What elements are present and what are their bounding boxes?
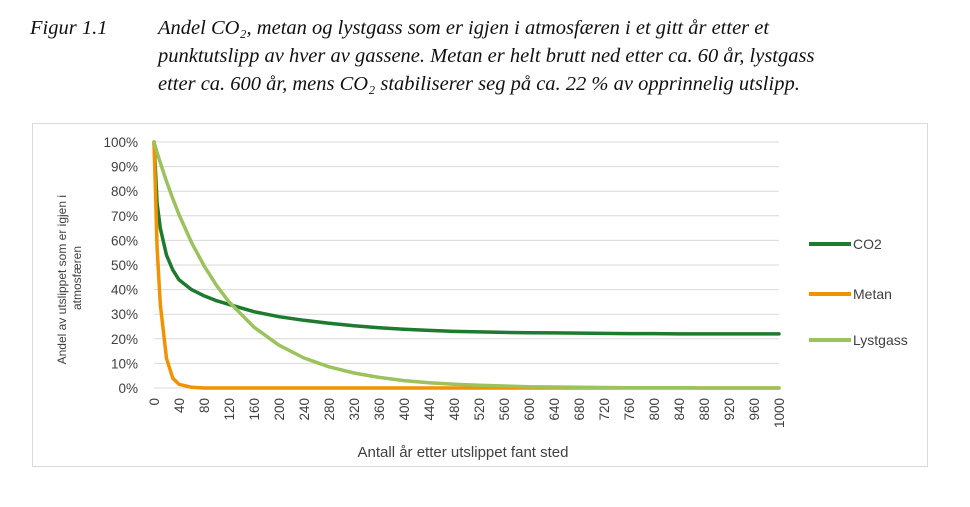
y-tick-label: 20%	[111, 332, 138, 347]
x-axis-ticks: 0 40 80 120 160 200 240 280 320 360 400 440 480 520 56…	[147, 398, 787, 428]
x-tick-label: 720	[597, 398, 612, 421]
legend-label: Metan	[853, 286, 892, 302]
caption-line-3: etter ca. 600 år, mens CO₂ stabiliserer …	[158, 73, 800, 95]
x-tick-label: 200	[272, 398, 287, 421]
y-tick-label: 10%	[111, 356, 138, 371]
x-tick-label: 760	[622, 398, 637, 421]
line-chart: 0% 10% 20% 30% 40% 50% 60% 70% 80% 90% 100% 0 40 80 1…	[55, 135, 908, 461]
y-tick-label: 90%	[111, 160, 138, 175]
x-tick-label: 840	[672, 398, 687, 421]
x-tick-label: 400	[397, 398, 412, 421]
legend-item-lystgass: Lystgass	[809, 332, 908, 348]
chart-frame: 0% 10% 20% 30% 40% 50% 60% 70% 80% 90% 100% 0 40 80 1…	[32, 123, 928, 467]
caption-line-2: punktutslipp av hver av gassene. Metan e…	[158, 45, 815, 67]
y-axis-ticks: 0% 10% 20% 30% 40% 50% 60% 70% 80% 90% 100%	[103, 135, 138, 396]
y-tick-label: 0%	[118, 381, 138, 396]
x-tick-label: 880	[697, 398, 712, 421]
x-tick-label: 640	[547, 398, 562, 421]
x-tick-label: 520	[472, 398, 487, 421]
series-lines	[152, 140, 781, 390]
x-tick-label: 480	[447, 398, 462, 421]
legend-label: Lystgass	[853, 332, 908, 348]
series-line-lystgass	[152, 140, 781, 390]
gridlines	[154, 141, 779, 389]
legend: CO2 Metan Lystgass	[809, 236, 908, 348]
x-tick-label: 120	[222, 398, 237, 421]
x-tick-label: 800	[647, 398, 662, 421]
y-axis-label-line-2: atmosfæren	[70, 246, 84, 310]
y-tick-label: 80%	[111, 184, 138, 199]
x-tick-label: 80	[197, 398, 212, 413]
x-tick-label: 440	[422, 398, 437, 421]
figure-label: Figur 1.1	[30, 17, 108, 39]
y-tick-label: 40%	[111, 283, 138, 298]
figure-caption-text: Andel CO₂, metan og lystgass som er igje…	[158, 14, 958, 98]
x-axis-label: Antall år etter utslippet fant sted	[358, 444, 569, 461]
legend-item-co2: CO2	[809, 236, 882, 252]
x-tick-label: 600	[522, 398, 537, 421]
x-tick-label: 280	[322, 398, 337, 421]
y-tick-label: 70%	[111, 209, 138, 224]
y-tick-label: 50%	[111, 258, 138, 273]
x-tick-label: 240	[297, 398, 312, 421]
legend-item-metan: Metan	[809, 286, 892, 302]
x-tick-label: 920	[722, 398, 737, 421]
x-tick-label: 560	[497, 398, 512, 421]
series-line-co2	[152, 140, 781, 336]
x-tick-label: 680	[572, 398, 587, 421]
y-tick-label: 60%	[111, 233, 138, 248]
x-tick-label: 360	[372, 398, 387, 421]
caption-line-1: Andel CO₂, metan og lystgass som er igje…	[158, 17, 770, 39]
legend-label: CO2	[853, 236, 882, 252]
y-tick-label: 30%	[111, 307, 138, 322]
x-tick-label: 960	[747, 398, 762, 421]
x-tick-label: 320	[347, 398, 362, 421]
y-axis-label: Andel av utslippet som er igjen i atmosf…	[55, 192, 84, 365]
x-tick-label: 1000	[772, 398, 787, 428]
x-tick-label: 0	[147, 398, 162, 406]
x-tick-label: 160	[247, 398, 262, 421]
y-tick-label: 100%	[103, 135, 138, 150]
x-tick-label: 40	[172, 398, 187, 413]
y-axis-label-line-1: Andel av utslippet som er igjen i	[55, 195, 69, 364]
